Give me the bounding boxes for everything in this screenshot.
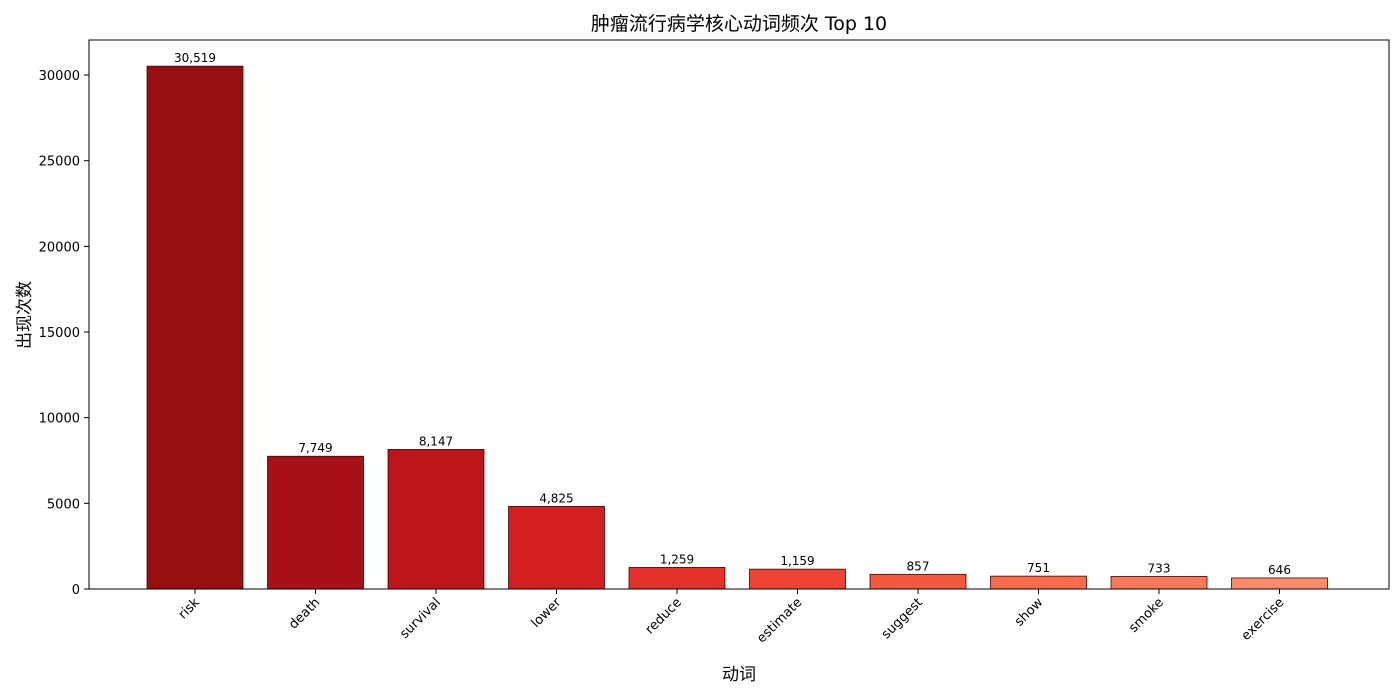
bar-death — [267, 455, 364, 590]
x-tick-label: exercise — [1239, 595, 1288, 644]
x-tick-label: suggest — [879, 595, 926, 642]
bar-estimate — [749, 568, 846, 590]
data-label: 646 — [1268, 563, 1291, 577]
bar-exercise — [1231, 577, 1328, 590]
y-tick-label: 25000 — [39, 155, 80, 170]
bar-risk — [146, 65, 244, 590]
data-label: 733 — [1148, 561, 1171, 575]
data-label: 1,159 — [780, 554, 814, 568]
x-tick-label: risk — [176, 595, 203, 622]
y-tick-label: 10000 — [39, 412, 80, 427]
y-tick-label: 20000 — [39, 240, 80, 255]
bar-suggest — [869, 573, 967, 590]
data-label: 7,749 — [298, 441, 332, 455]
data-label: 30,519 — [174, 51, 216, 65]
y-axis-label: 出现次数 — [15, 281, 35, 349]
x-tick-label: death — [286, 595, 323, 632]
data-label: 8,147 — [419, 434, 453, 448]
data-label: 4,825 — [539, 491, 573, 505]
bar-reduce — [628, 567, 726, 590]
chart-title: 肿瘤流行病学核心动词频次 Top 10 — [591, 13, 887, 35]
data-label: 1,259 — [660, 552, 694, 566]
bar-show — [990, 575, 1087, 590]
x-tick-label: lower — [529, 595, 565, 631]
y-tick-label: 15000 — [39, 326, 80, 341]
y-tick-label: 5000 — [47, 497, 80, 512]
x-tick-label: reduce — [643, 595, 685, 637]
x-tick-label: smoke — [1126, 595, 1167, 636]
x-tick-label: survival — [397, 595, 444, 642]
bar-smoke — [1110, 576, 1208, 590]
bar-survival — [387, 449, 485, 590]
plot-frame — [88, 39, 1390, 590]
x-tick-label: show — [1012, 595, 1047, 630]
x-axis-label: 动词 — [722, 665, 756, 685]
data-label: 751 — [1027, 561, 1050, 575]
bar-lower — [508, 505, 605, 590]
data-label: 857 — [907, 559, 930, 573]
y-tick-label: 0 — [72, 583, 80, 598]
x-tick-label: estimate — [754, 595, 805, 646]
y-tick-label: 30000 — [39, 69, 80, 84]
